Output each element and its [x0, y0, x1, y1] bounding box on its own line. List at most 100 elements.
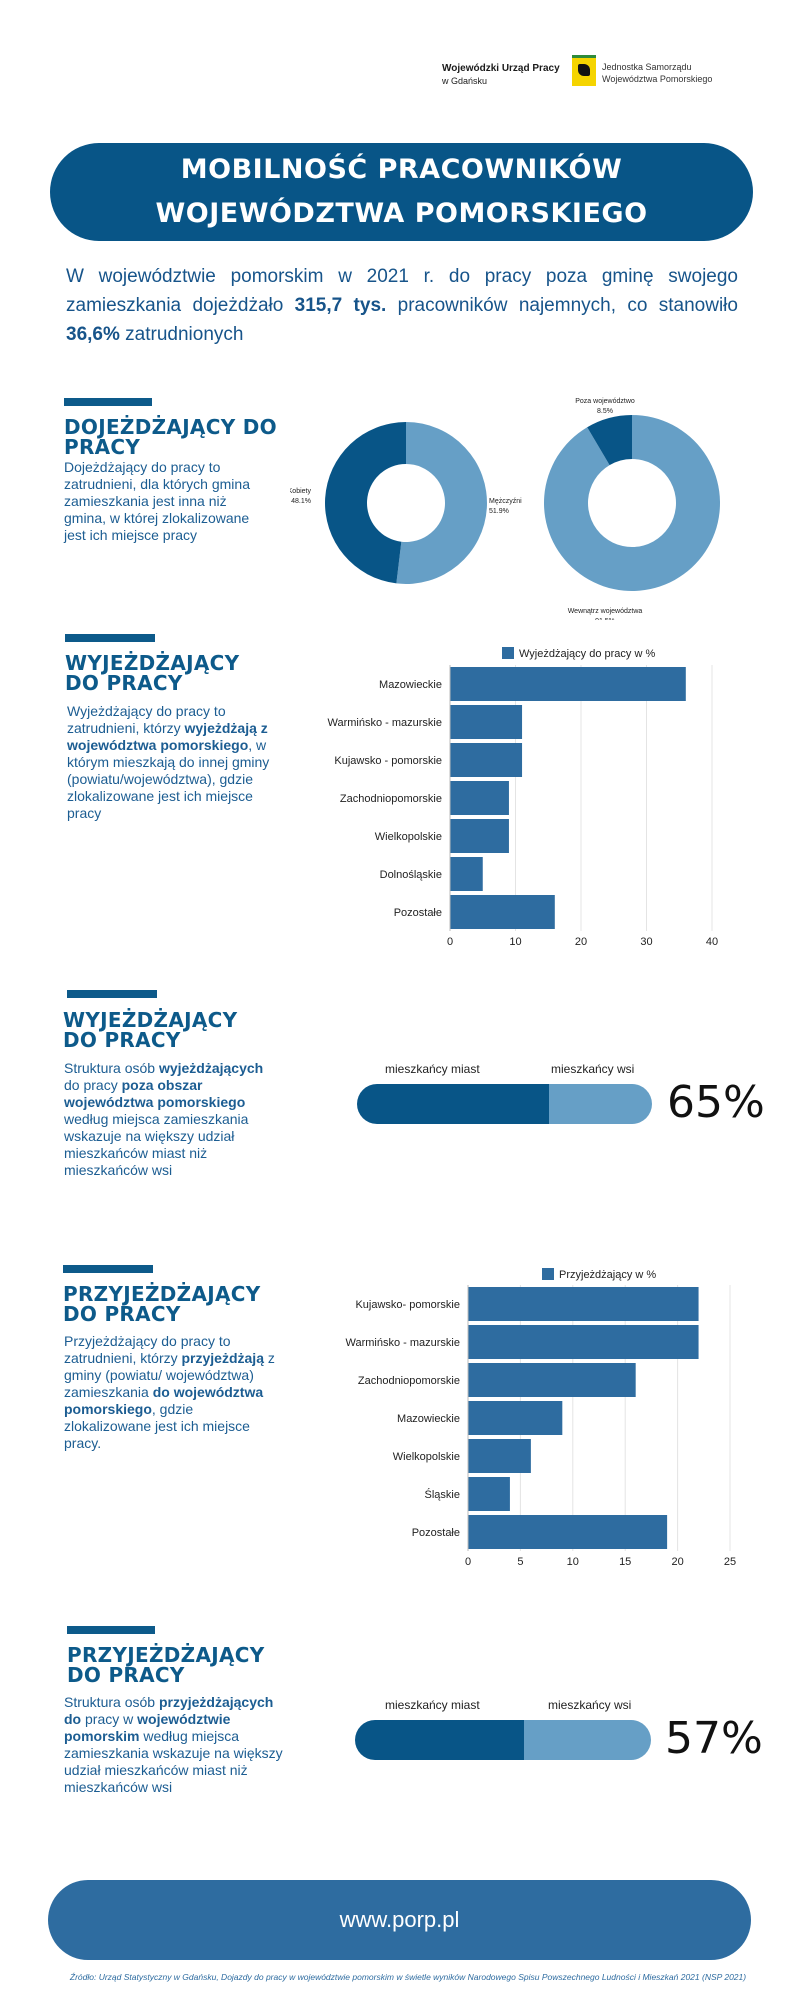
outbound-chart-tick-1: 10: [509, 936, 521, 948]
outbound-chart-bar-1: [450, 705, 523, 739]
region-donut-label-0-1: 91.5%: [595, 618, 615, 620]
gender-donut-slice-0: [396, 422, 488, 584]
section2-desc-c: , w którym mieszkają do innej gminy (pow…: [67, 737, 270, 821]
section1-title-line1: DOJEŻDŻAJĄCY DO: [64, 415, 277, 439]
inbound-bar-chart: Przyjeżdżający w % 0 5 10 15 20 25 Kujawsko- po…: [346, 1268, 736, 1568]
inbound-chart-category-2: Zachodniopomorskie: [358, 1375, 460, 1387]
section3-title-line1: WYJEŻDŻAJĄCY: [63, 1008, 238, 1032]
outbound-chart-bar-3: [450, 781, 509, 815]
outbound-chart-bar-6: [450, 895, 555, 929]
outbound-chart-bar-0: [450, 667, 686, 701]
section3-desc-e: według miejsca zamieszkania wskazuje na …: [64, 1111, 249, 1178]
section4-marker: [63, 1265, 153, 1273]
gender-donut-label-1-0: Kobiety: [290, 488, 311, 495]
inbound-chart-bar-5: [468, 1477, 510, 1511]
section3-desc-b: wyjeżdżających: [158, 1060, 264, 1076]
section1-marker: [64, 398, 152, 406]
inbound-chart-tick-2: 10: [567, 1556, 579, 1568]
section5-title-line2: DO PRACY: [67, 1663, 185, 1687]
inbound-chart-category-1: Warmińsko - mazurskie: [346, 1337, 461, 1349]
section3-desc-a: Struktura osób: [64, 1060, 159, 1076]
outbound-chart-legend-swatch: [502, 647, 514, 659]
section5-title: PRZYJEŻDŻAJĄCY DO PRACY: [67, 1645, 265, 1685]
section4-desc: Przyjeżdżający do pracy to zatrudnieni, …: [64, 1333, 284, 1452]
outbound-chart-bar-5: [450, 857, 483, 891]
inbound-chart-tick-5: 25: [724, 1556, 736, 1568]
section4-desc-d: do województwa pomorskiego: [64, 1384, 264, 1417]
inbound-chart-tick-4: 20: [671, 1556, 683, 1568]
section5-desc: Struktura osób przyjeżdżających do pracy…: [64, 1694, 289, 1796]
section4-desc-a: Przyjeżdżający do pracy to zatrudnieni, …: [64, 1333, 231, 1366]
intro-text-1: W województwie pomorskim w 2021 r. do pr…: [66, 266, 738, 316]
footer-url-banner[interactable]: www.porp.pl: [48, 1880, 751, 1960]
section5-title-line1: PRZYJEŻDŻAJĄCY: [67, 1643, 265, 1667]
section3-percent: 65%: [667, 1077, 765, 1128]
inbound-chart-category-0: Kujawsko- pomorskie: [355, 1299, 460, 1311]
section5-percent: 57%: [665, 1713, 763, 1764]
title-line1: MOBILNOŚĆ PRACOWNIKÓW: [180, 154, 623, 185]
section4-desc-c: z gminy (powiatu/ województwa) zamieszka…: [64, 1350, 275, 1400]
section2-desc-b: wyjeżdżają z województwa pomorskiego: [67, 720, 268, 753]
outbound-chart-category-5: Dolnośląskie: [380, 869, 442, 881]
pomorskie-emblem-icon: [572, 55, 596, 86]
outbound-chart-category-3: Zachodniopomorskie: [340, 793, 442, 805]
section3-title-line2: DO PRACY: [63, 1028, 181, 1052]
outbound-bar-chart: Wyjeżdżający do pracy w % 0 10 20 30 40 Mazowi…: [328, 647, 718, 948]
outbound-chart-category-1: Warmińsko - mazurskie: [328, 717, 443, 729]
section5-desc-d: województwie pomorskim: [64, 1711, 231, 1744]
outbound-chart-tick-2: 20: [575, 936, 587, 948]
section3-share-bar: [357, 1084, 652, 1124]
inbound-chart-bar-6: [468, 1515, 668, 1549]
region-donut-slice-1: [587, 415, 632, 466]
inbound-chart-bar-0: [468, 1287, 699, 1321]
section3-marker: [67, 990, 157, 998]
inbound-chart-category-6: Pozostałe: [412, 1527, 460, 1539]
footer-url[interactable]: www.porp.pl: [339, 1907, 460, 1932]
inbound-chart-tick-0: 0: [465, 1556, 471, 1568]
section3-desc-d: poza obszar województwa pomorskiego: [64, 1077, 246, 1110]
region-donut-chart: Wewnątrz województwa 91.5% Poza województw…: [544, 398, 720, 620]
section5-desc-b: przyjeżdżających do: [64, 1694, 274, 1727]
section5-desc-e: według miejsca zamieszkania wskazuje na …: [64, 1728, 283, 1795]
section2-title: WYJEŻDŻAJĄCY DO PRACY: [65, 653, 239, 693]
section2-marker: [65, 634, 155, 642]
inbound-chart-bar-4: [468, 1439, 531, 1473]
section4-title: PRZYJEŻDŻAJĄCY DO PRACY: [63, 1284, 261, 1324]
section5-share-villages: [523, 1720, 651, 1760]
intro-share: 36,6%: [66, 324, 120, 345]
inbound-chart-category-3: Mazowieckie: [397, 1413, 460, 1425]
section5-desc-a: Struktura osób: [64, 1694, 159, 1710]
wup-logo-line2: w Gdańsku: [442, 76, 488, 86]
inbound-chart-legend-label: Przyjeżdżający w %: [559, 1269, 656, 1281]
section5-desc-c: pracy w: [81, 1711, 138, 1727]
title-line2: WOJEWÓDZTWA POMORSKIEGO: [155, 198, 648, 229]
outbound-chart-category-2: Kujawsko - pomorskie: [334, 755, 442, 767]
section5-label-cities: mieszkańcy miast: [385, 1698, 480, 1712]
section3-label-villages: mieszkańcy wsi: [551, 1062, 635, 1076]
outbound-chart-legend-label: Wyjeżdżający do pracy w %: [519, 648, 655, 660]
section3-share-cities: [357, 1084, 549, 1124]
section3-desc: Struktura osób wyjeżdżających do pracy p…: [64, 1060, 279, 1179]
outbound-chart-tick-0: 0: [447, 936, 453, 948]
title-banner: MOBILNOŚĆ PRACOWNIKÓW WOJEWÓDZTWA POMORS…: [50, 143, 753, 241]
section5-share-cities: [355, 1720, 524, 1760]
intro-text-2: pracowników najemnych, co stanowiło: [386, 295, 738, 316]
inbound-chart-legend-swatch: [542, 1268, 554, 1280]
section2-desc-a: Wyjeżdżający do pracy to zatrudnieni, kt…: [67, 703, 226, 736]
samorzad-logo-line1: Jednostka Samorządu: [602, 62, 692, 72]
section1-title-line2: PRACY: [64, 435, 141, 459]
intro-workers-count: 315,7 tys.: [294, 295, 387, 316]
region-donut-slice-0: [544, 415, 720, 591]
outbound-chart-tick-4: 40: [706, 936, 718, 948]
inbound-chart-bar-2: [468, 1363, 636, 1397]
region-donut-label-1-0: Poza województwo: [575, 398, 635, 405]
section3-share-villages: [548, 1084, 652, 1124]
region-donut-label-1-1: 8.5%: [597, 408, 613, 415]
section3-desc-c: do pracy: [64, 1077, 122, 1093]
outbound-chart-tick-3: 30: [640, 936, 652, 948]
outbound-chart-bar-2: [450, 743, 523, 777]
intro-paragraph: W województwie pomorskim w 2021 r. do pr…: [66, 262, 738, 349]
gender-donut-label-1-1: 48.1%: [291, 498, 311, 505]
inbound-chart-bar-1: [468, 1325, 699, 1359]
inbound-chart-tick-3: 15: [619, 1556, 631, 1568]
